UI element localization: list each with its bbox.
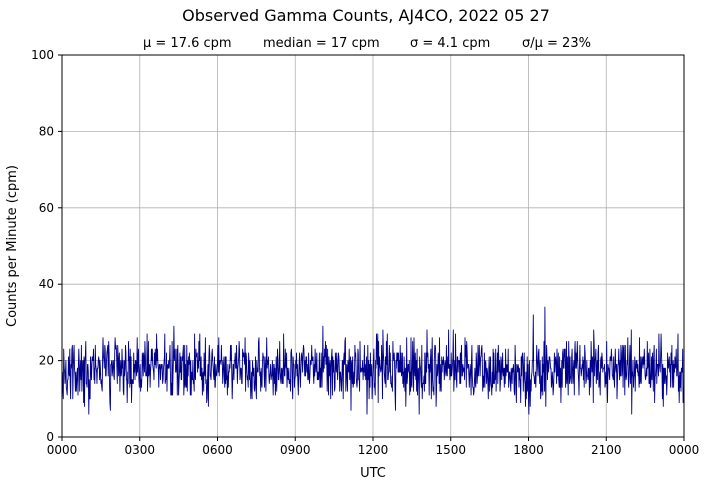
x-tick-label: 0900 bbox=[280, 443, 311, 457]
y-tick-label: 80 bbox=[39, 124, 54, 138]
stat-sigma-over-mu: σ/μ = 23% bbox=[522, 36, 591, 51]
x-tick-label: 1800 bbox=[513, 443, 544, 457]
axis-tick-marks bbox=[58, 54, 685, 441]
x-tick-label: 1500 bbox=[435, 443, 466, 457]
x-tick-label: 2100 bbox=[591, 443, 622, 457]
y-tick-label: 20 bbox=[39, 354, 54, 368]
y-tick-label: 40 bbox=[39, 277, 54, 291]
y-tick-label: 100 bbox=[31, 48, 54, 62]
x-tick-label: 1200 bbox=[358, 443, 389, 457]
stat-median: median = 17 cpm bbox=[263, 36, 380, 51]
x-axis-tick-labels: 0000 0300 0600 0900 1200 1500 1800 2100 0000 bbox=[47, 443, 700, 457]
x-axis-label: UTC bbox=[360, 466, 386, 481]
y-tick-label: 0 bbox=[46, 430, 54, 444]
plot-border bbox=[61, 54, 685, 438]
gamma-counts-line bbox=[61, 306, 685, 415]
chart-stats-line: μ = 17.6 cpm median = 17 cpm σ = 4.1 cpm… bbox=[143, 36, 591, 51]
x-tick-label: 0300 bbox=[124, 443, 155, 457]
y-tick-label: 60 bbox=[39, 201, 54, 215]
x-tick-label: 0600 bbox=[202, 443, 233, 457]
x-tick-label: 0000 bbox=[47, 443, 78, 457]
stat-mu: μ = 17.6 cpm bbox=[143, 36, 232, 51]
y-axis-tick-labels: 0 20 40 60 80 100 bbox=[31, 48, 54, 444]
gamma-counts-series bbox=[61, 306, 685, 415]
x-tick-label: 0000 bbox=[669, 443, 700, 457]
y-axis-label: Counts per Minute (cpm) bbox=[5, 165, 20, 327]
chart-title: Observed Gamma Counts, AJ4CO, 2022 05 27 bbox=[182, 6, 550, 25]
stat-sigma: σ = 4.1 cpm bbox=[410, 36, 490, 51]
